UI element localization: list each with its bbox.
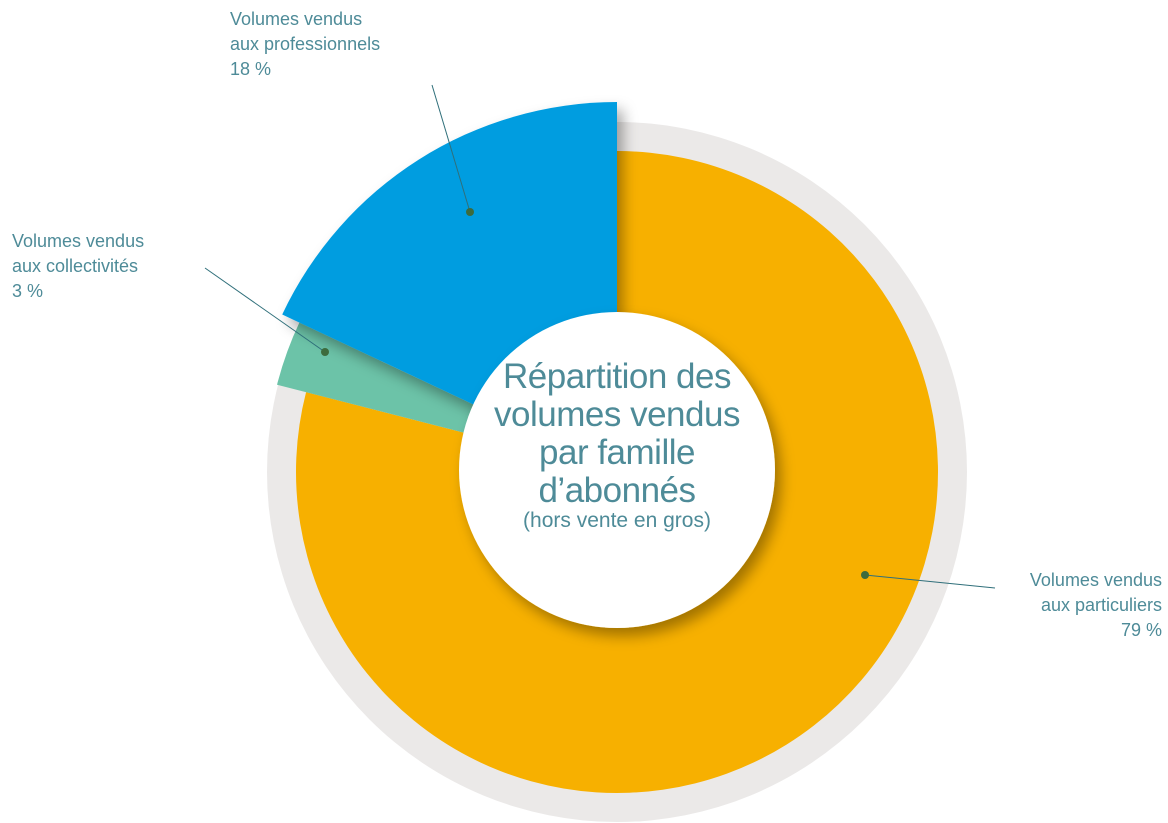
chart-subtitle: (hors vente en gros): [523, 509, 711, 532]
leader-line: [864, 574, 996, 589]
slice-label: Volumes vendus aux professionnels 18 %: [230, 7, 430, 82]
category-label: Volumes vendus aux professionnels: [230, 9, 381, 54]
leader-dot: [466, 208, 474, 216]
value-label: 3 %: [12, 281, 44, 301]
category-label: Volumes vendus aux collectivités: [12, 231, 145, 276]
value-label: 18 %: [230, 59, 272, 79]
chart-title: Répartition des volumes vendus par famil…: [494, 357, 740, 510]
value-label: 79 %: [1120, 620, 1162, 640]
leader-line: [204, 267, 326, 353]
leaders: [204, 84, 996, 589]
slice-label: Volumes vendus aux collectivités 3 %: [12, 229, 212, 304]
center-text: Répartition des volumes vendus par famil…: [459, 358, 775, 532]
slice-label: Volumes vendus aux particuliers 79 %: [1000, 568, 1162, 643]
category-label: Volumes vendus aux particuliers: [1029, 570, 1162, 615]
center-disc: [459, 312, 775, 628]
leader-line: [431, 84, 471, 213]
leader-dot: [861, 571, 869, 579]
leader-dot: [321, 348, 329, 356]
